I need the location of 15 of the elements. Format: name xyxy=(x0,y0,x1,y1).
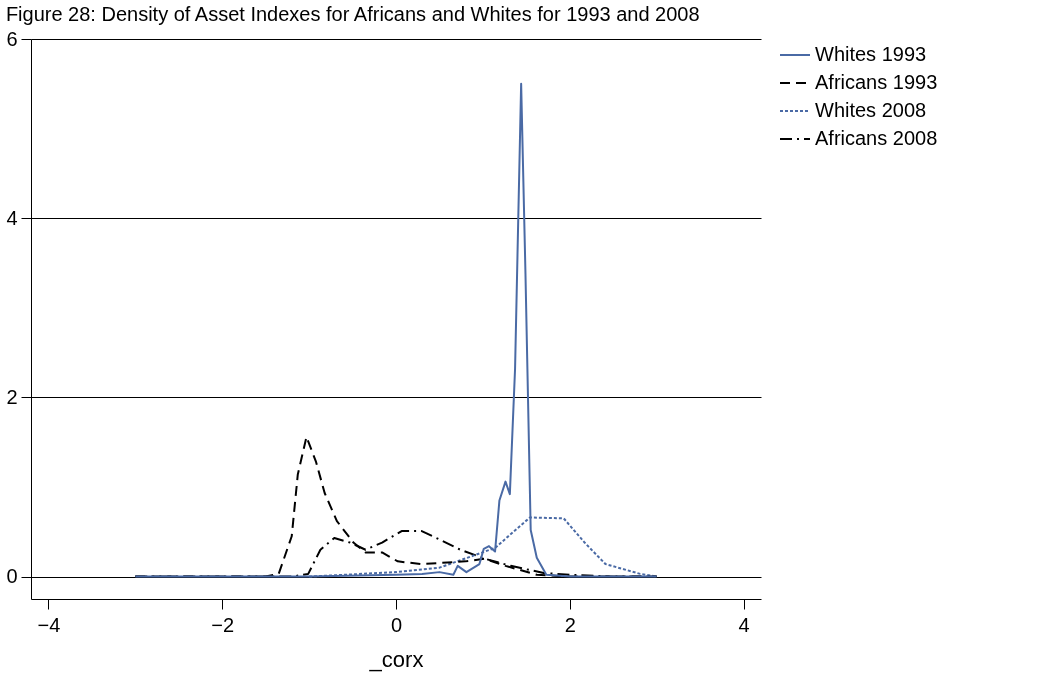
legend-label: Africans 1993 xyxy=(815,71,938,93)
y-tick-label: 0 xyxy=(6,565,18,588)
x-axis-title: _corx xyxy=(368,646,424,672)
x-tick-label: −2 xyxy=(211,613,235,636)
legend-label: Whites 2008 xyxy=(815,99,927,121)
legend-label: Whites 1993 xyxy=(815,43,927,65)
chart-title: Figure 28: Density of Asset Indexes for Africans and Whites for 1993 and 2008 xyxy=(5,3,700,25)
legend-label: Africans 2008 xyxy=(815,127,938,149)
x-tick-label: 2 xyxy=(564,613,576,636)
y-tick-label: 2 xyxy=(6,385,18,408)
x-tick-label: 0 xyxy=(390,613,403,636)
x-tick-label: −4 xyxy=(37,613,61,636)
y-tick-label: 6 xyxy=(6,27,18,50)
y-tick-label: 4 xyxy=(6,206,18,229)
x-tick-label: 4 xyxy=(738,613,750,636)
